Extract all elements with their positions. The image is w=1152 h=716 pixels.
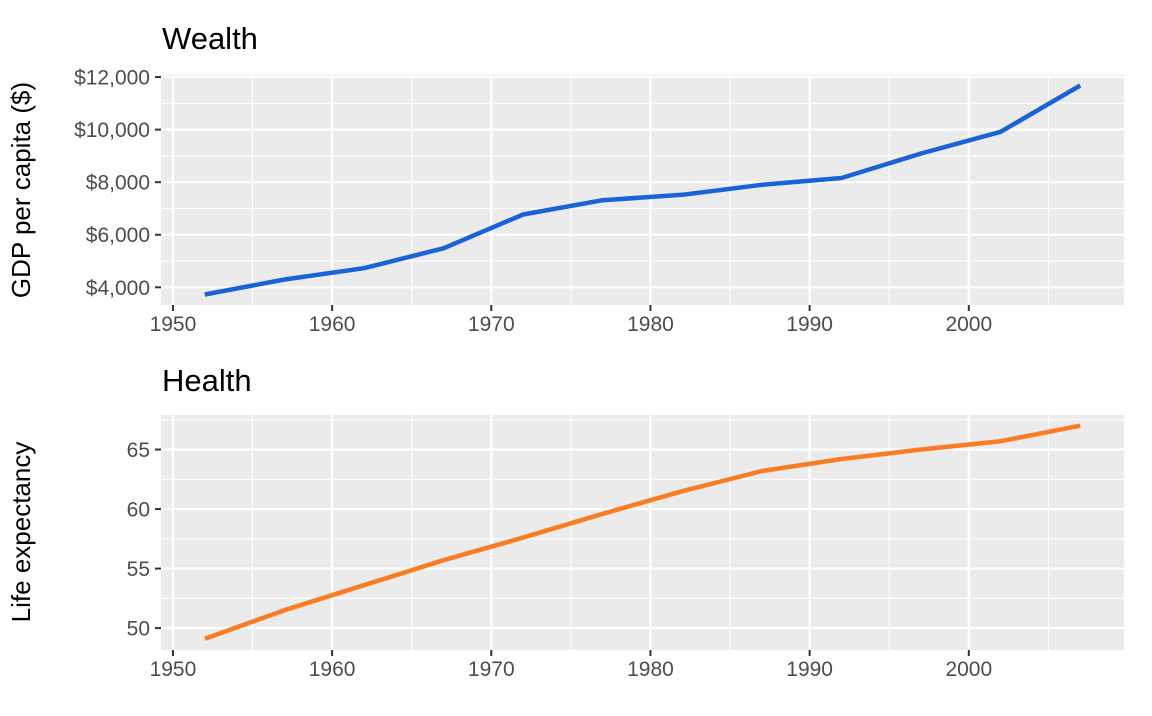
wealth-chart-title: Wealth (162, 21, 258, 56)
wealth-plot-area: 1950 1960 1970 1980 1990 2000 $4,000 $6,000 $8,0… (74, 67, 1124, 336)
x-tick-label: 1980 (627, 313, 674, 336)
y-tick-label: $8,000 (86, 172, 150, 195)
health-chart-title: Health (162, 363, 252, 398)
line-health (204, 423, 1081, 641)
x-tick-label: 1970 (468, 658, 515, 681)
y-tick-label: 55 (127, 558, 150, 581)
line-wealth (204, 83, 1082, 297)
wealth-y-axis-title: GDP per capita ($) (6, 82, 36, 298)
panel-background (161, 75, 1124, 305)
x-tick-label: 2000 (945, 313, 992, 336)
panel-background (161, 415, 1124, 650)
x-tick-label: 1980 (627, 658, 674, 681)
y-tick-label: 65 (127, 439, 150, 462)
x-tick-label: 1960 (309, 658, 356, 681)
x-tick-label: 1960 (309, 313, 356, 336)
y-tick-label: $6,000 (86, 224, 150, 247)
y-tick-label: $4,000 (86, 277, 150, 300)
x-tick-label: 1950 (150, 658, 197, 681)
x-tick-label: 1990 (786, 658, 833, 681)
y-tick-label: 50 (127, 618, 150, 641)
health-plot-area: 1950 1960 1970 1980 1990 2000 50 55 60 65 (127, 415, 1124, 681)
x-tick-label: 2000 (945, 658, 992, 681)
y-tick-label: $12,000 (74, 67, 150, 90)
health-y-axis-title: Life expectancy (6, 442, 36, 623)
x-tick-label: 1950 (150, 313, 197, 336)
y-tick-label: $10,000 (74, 119, 150, 142)
x-tick-label: 1990 (786, 313, 833, 336)
x-tick-label: 1970 (468, 313, 515, 336)
y-tick-label: 60 (127, 499, 150, 522)
